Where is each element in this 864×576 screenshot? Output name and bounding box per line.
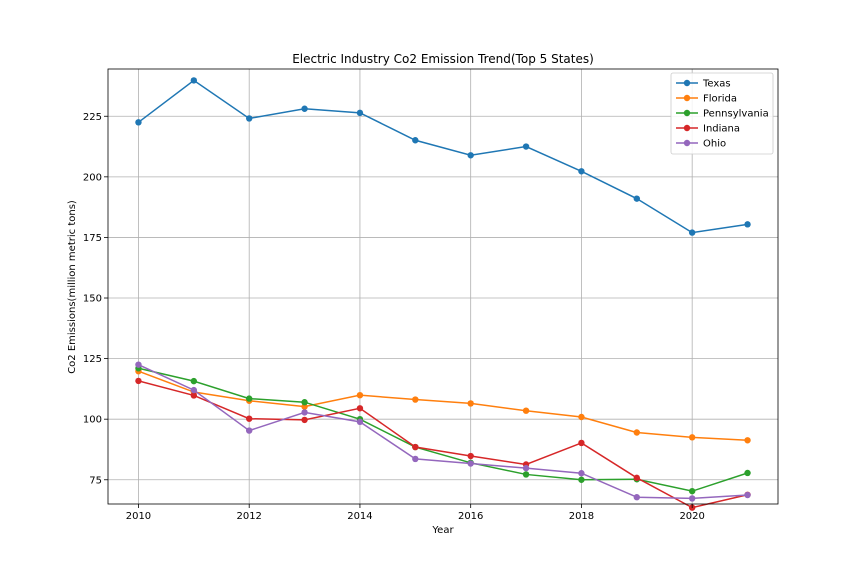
x-tick-label: 2020 [679,511,704,522]
data-point-florida [633,429,641,436]
x-tick-label: 2014 [347,511,372,522]
chart-title: Electric Industry Co2 Emission Trend(Top… [292,52,594,66]
legend-marker-ohio [683,139,691,147]
data-point-ohio [578,470,585,477]
data-point-ohio [633,494,641,501]
series-ohio [135,361,751,502]
data-point-indiana [467,452,474,460]
legend: Texas Florida Pennsylvania Indiana Ohio [670,72,774,155]
series-line-texas [138,79,748,234]
data-point-ohio [356,418,364,426]
data-point-ohio [245,427,253,434]
data-point-pennsylvania [301,399,308,406]
data-point-florida [467,400,474,407]
x-tick-label: 2012 [236,511,261,522]
series-lines [135,77,751,511]
data-point-texas [578,168,585,175]
legend-marker-pennsylvania [683,109,691,117]
legend-label-florida: Florida [703,94,737,105]
data-point-texas [135,119,142,126]
y-axis-label: Co2 Emissions(million metric tons) [67,200,78,374]
series-line-ohio [138,363,748,500]
data-point-indiana [245,415,253,422]
data-point-florida [744,437,751,444]
data-point-pennsylvania [578,476,585,483]
data-point-texas [633,195,641,202]
legend-marker-indiana [683,124,691,132]
data-point-texas [356,109,364,117]
series-florida [135,367,751,444]
data-point-florida [688,434,696,441]
series-line-pennsylvania [138,367,748,492]
data-point-pennsylvania [744,469,751,477]
series-pennsylvania [135,365,751,495]
data-point-texas [412,137,419,144]
y-tick-label: 100 [83,415,102,426]
data-point-pennsylvania [688,487,696,495]
data-point-texas [688,229,696,236]
data-point-texas [744,221,751,228]
data-point-pennsylvania [245,395,253,402]
data-point-ohio [522,464,530,472]
series-line-florida [138,370,748,442]
y-tick-label: 150 [83,294,102,305]
data-point-indiana [412,443,419,451]
legend-box [670,72,774,155]
data-point-florida [522,407,530,414]
data-point-florida [356,391,364,399]
series-line-indiana [138,380,748,509]
x-axis-label: Year [431,525,454,536]
data-point-florida [412,396,419,403]
legend-label-texas: Texas [702,79,731,90]
data-point-florida [578,413,585,421]
x-tick-label: 2016 [458,511,483,522]
data-point-indiana [301,416,308,424]
data-point-texas [522,143,530,150]
series-indiana [135,377,751,511]
data-point-indiana [190,392,198,399]
data-point-ohio [135,361,142,368]
legend-marker-texas [683,79,691,87]
y-tick-label: 175 [83,233,102,244]
data-point-ohio [467,460,474,467]
legend-label-pennsylvania: Pennsylvania [703,109,769,120]
data-point-ohio [744,491,751,499]
y-tick-label: 75 [89,475,102,486]
legend-label-indiana: Indiana [703,124,740,135]
data-point-ohio [301,409,308,416]
x-tick-label: 2018 [569,511,594,522]
legend-marker-florida [683,94,691,102]
data-point-texas [245,115,253,122]
data-point-indiana [135,377,142,385]
axis-ticks: 2010 2012 2014 2016 2018 2020 75 100 125 150 175 20… [83,112,705,522]
data-point-texas [467,152,474,159]
data-point-pennsylvania [190,377,198,385]
series-texas [135,77,751,236]
legend-label-ohio: Ohio [703,139,726,150]
plot-frame [107,68,779,505]
x-tick-label: 2010 [126,511,151,522]
data-point-indiana [578,439,585,447]
data-point-texas [301,105,308,112]
y-tick-label: 200 [83,172,102,183]
data-point-ohio [412,455,419,463]
data-point-texas [190,77,198,84]
y-tick-label: 225 [83,112,102,123]
data-point-indiana [356,405,364,412]
data-point-pennsylvania [522,471,530,478]
data-point-ohio [688,495,696,502]
data-point-ohio [190,386,198,394]
y-tick-label: 125 [83,354,102,365]
data-point-indiana [633,474,641,482]
